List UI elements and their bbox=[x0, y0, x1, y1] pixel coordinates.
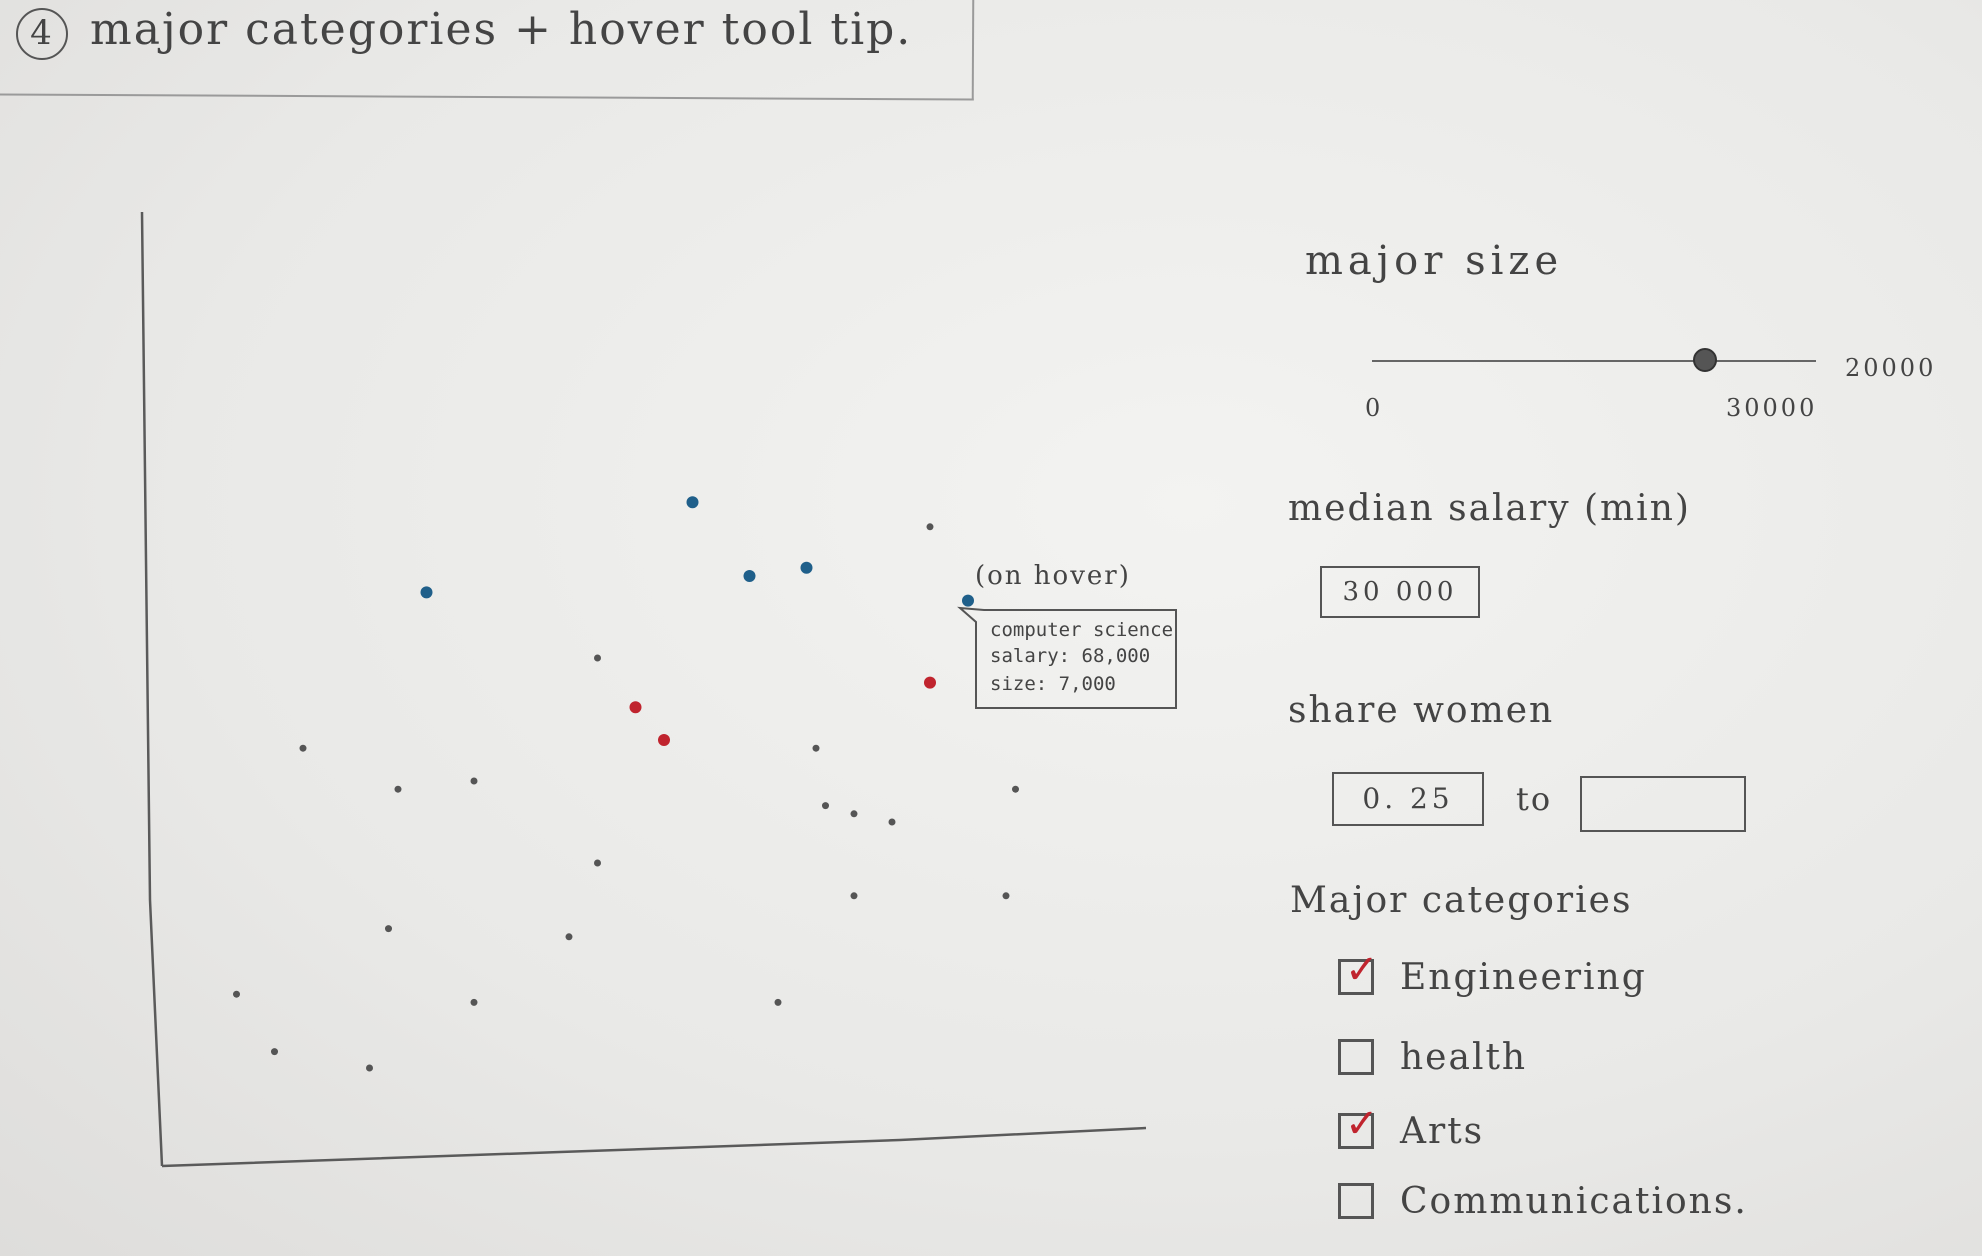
scatter-point-other[interactable] bbox=[366, 1064, 373, 1072]
scatter-point-blue[interactable] bbox=[686, 496, 699, 509]
scatter-point-other[interactable] bbox=[565, 933, 573, 941]
category-label: health bbox=[1400, 1036, 1528, 1078]
check-icon: ✓ bbox=[1345, 1101, 1379, 1147]
scatter-point-red[interactable] bbox=[924, 676, 936, 689]
tooltip-line-size: size: 7,000 bbox=[990, 673, 1116, 695]
scatter-point-other[interactable] bbox=[1012, 785, 1019, 793]
major-size-slider[interactable] bbox=[1372, 360, 1816, 362]
scatter-point-other[interactable] bbox=[774, 998, 782, 1006]
check-icon: ✓ bbox=[1345, 947, 1379, 993]
scatter-point-red[interactable] bbox=[629, 701, 642, 714]
scatter-point-other[interactable] bbox=[470, 777, 478, 785]
tooltip-line-salary: salary: 68,000 bbox=[990, 645, 1150, 667]
share-women-label: share women bbox=[1288, 690, 1555, 731]
scatter-point-other[interactable] bbox=[271, 1048, 278, 1056]
scatter-point-blue[interactable] bbox=[962, 594, 974, 607]
share-women-to-input[interactable] bbox=[1580, 776, 1746, 832]
tooltip-box bbox=[957, 606, 1177, 709]
share-women-to-label: to bbox=[1516, 780, 1553, 818]
hover-annotation: (on hover) bbox=[975, 561, 1131, 591]
major-size-slider-thumb[interactable] bbox=[1693, 348, 1717, 372]
category-arts[interactable]: ✓ Arts bbox=[1338, 1104, 1485, 1156]
scatter-point-blue[interactable] bbox=[800, 561, 813, 574]
slider-min-label: 0 bbox=[1365, 394, 1384, 422]
scatter-point-blue[interactable] bbox=[420, 586, 433, 599]
checkbox-arts[interactable]: ✓ bbox=[1338, 1104, 1379, 1149]
major-categories-label: Major categories bbox=[1290, 880, 1633, 921]
category-label: Arts bbox=[1400, 1110, 1485, 1152]
page-title: major categories + hover tool tip. bbox=[90, 4, 913, 55]
major-size-label: major size bbox=[1305, 238, 1564, 284]
step-number: 4 bbox=[16, 8, 68, 60]
scatter-point-other[interactable] bbox=[926, 523, 934, 531]
scatter-point-other[interactable] bbox=[888, 818, 896, 826]
category-label: Communications. bbox=[1400, 1180, 1748, 1222]
slider-max-label: 20000 bbox=[1845, 354, 1937, 382]
checkbox-engineering[interactable]: ✓ bbox=[1338, 950, 1379, 995]
scatter-point-other[interactable] bbox=[594, 859, 601, 867]
share-women-from-input[interactable]: 0. 25 bbox=[1332, 772, 1484, 826]
category-engineering[interactable]: ✓ Engineering bbox=[1338, 950, 1647, 1002]
tooltip-line-major: computer science bbox=[990, 619, 1173, 641]
median-salary-label: median salary (min) bbox=[1288, 488, 1691, 529]
checkbox-communications[interactable] bbox=[1338, 1183, 1374, 1219]
category-label: Engineering bbox=[1400, 956, 1647, 998]
checkbox-health[interactable] bbox=[1338, 1039, 1374, 1075]
scatter-point-red[interactable] bbox=[658, 734, 670, 746]
scatter-point-other[interactable] bbox=[594, 654, 601, 662]
x-axis bbox=[161, 1126, 1147, 1168]
scatter-point-other[interactable] bbox=[394, 785, 402, 793]
scatter-point-other[interactable] bbox=[850, 892, 858, 900]
median-salary-input[interactable]: 30 000 bbox=[1320, 566, 1480, 618]
scatter-point-other[interactable] bbox=[385, 925, 392, 933]
scatter-point-other[interactable] bbox=[1002, 892, 1010, 900]
slider-value-label: 30000 bbox=[1726, 394, 1818, 422]
scatter-point-other[interactable] bbox=[233, 990, 240, 998]
category-health[interactable]: health bbox=[1338, 1032, 1527, 1082]
scatter-point-other[interactable] bbox=[299, 744, 307, 752]
hover-tooltip: computer science salary: 68,000 size: 7,… bbox=[957, 606, 1177, 709]
scatter-point-other[interactable] bbox=[822, 802, 829, 810]
category-communications[interactable]: Communications. bbox=[1338, 1176, 1748, 1226]
scatter-point-other[interactable] bbox=[812, 744, 820, 752]
scatter-point-other[interactable] bbox=[850, 810, 858, 818]
scatter-point-blue[interactable] bbox=[743, 570, 756, 582]
scatter-point-other[interactable] bbox=[470, 998, 478, 1006]
y-axis bbox=[140, 211, 164, 1167]
